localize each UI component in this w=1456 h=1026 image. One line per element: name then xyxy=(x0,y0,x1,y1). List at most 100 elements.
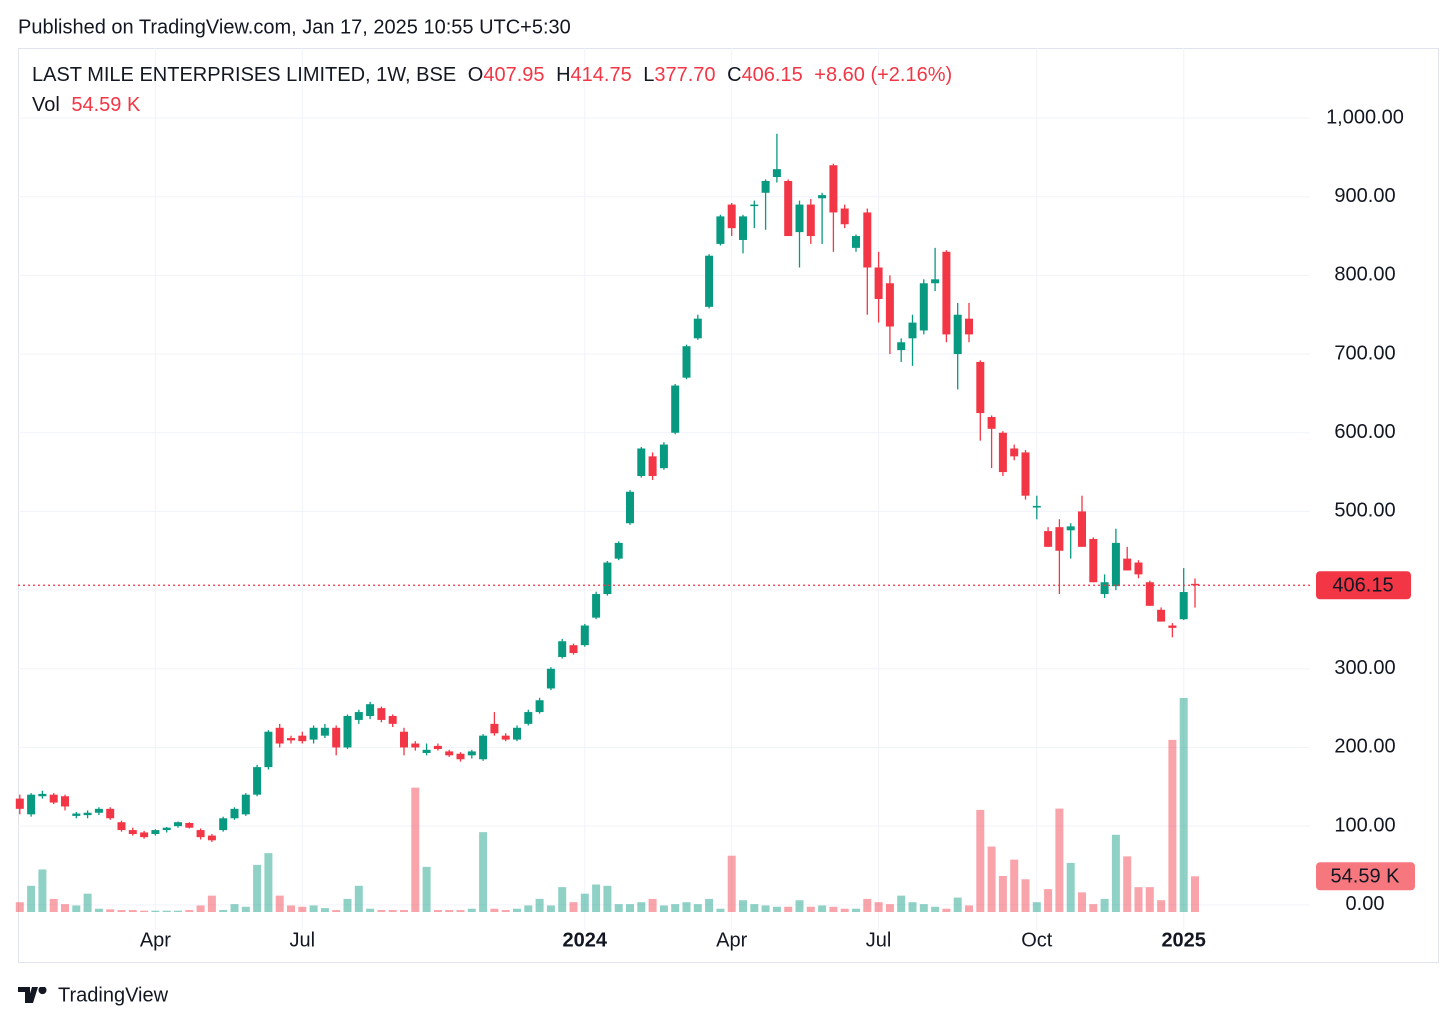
candle-body xyxy=(49,794,58,803)
candle-body xyxy=(196,830,205,838)
candle-body xyxy=(885,283,894,327)
candle-body xyxy=(106,808,115,819)
candle-body xyxy=(1089,538,1098,583)
volume-bar xyxy=(1179,697,1188,912)
volume-bar xyxy=(332,910,341,912)
volume-bar xyxy=(705,898,714,912)
candle-body xyxy=(795,204,804,233)
candle-body xyxy=(693,318,702,339)
volume-bar xyxy=(1010,859,1019,912)
volume-bar xyxy=(117,910,126,912)
candle-body xyxy=(727,204,736,229)
volume-bar xyxy=(874,902,883,912)
volume-bar xyxy=(162,910,171,912)
volume-bar xyxy=(27,885,36,912)
candle-body xyxy=(739,216,747,240)
volume-bar xyxy=(219,910,228,912)
volume-bar xyxy=(897,895,906,912)
brand-name: TradingView xyxy=(58,984,169,1006)
candle-body xyxy=(433,745,442,750)
volume-bar xyxy=(727,855,736,912)
candle-body xyxy=(490,723,499,734)
marks xyxy=(15,133,1310,912)
candle-body xyxy=(1157,609,1166,622)
candle-body xyxy=(716,216,725,244)
volume-bar xyxy=(603,885,612,912)
x-tick-label: Jul xyxy=(866,929,892,951)
legend-change: +8.60 (+2.16%) xyxy=(814,64,952,86)
volume-bar xyxy=(1044,889,1053,912)
candle-body xyxy=(354,712,363,720)
chart-frame xyxy=(18,48,1439,963)
candle-body xyxy=(61,796,69,807)
candle-body xyxy=(659,444,668,469)
y-tick-label: 700.00 xyxy=(1334,342,1395,364)
volume-bar xyxy=(569,902,578,912)
brand: TradingView xyxy=(18,984,169,1006)
candle-body xyxy=(942,251,951,335)
volume-bar xyxy=(388,910,397,912)
candle-body xyxy=(241,794,250,815)
volume-bar xyxy=(15,902,24,912)
candle-body xyxy=(174,822,182,827)
volume-bar xyxy=(1123,856,1132,912)
volume-bar xyxy=(931,906,940,912)
candle-body xyxy=(1066,526,1075,531)
volume-bar xyxy=(1032,902,1041,912)
legend: LAST MILE ENTERPRISES LIMITED, 1W, BSE O… xyxy=(32,64,952,86)
legend-close-label: C xyxy=(727,64,741,86)
volume-bar xyxy=(626,904,634,912)
volume-bar xyxy=(524,905,533,912)
y-tick-label: 600.00 xyxy=(1334,421,1395,443)
volume-bar xyxy=(196,905,205,912)
volume-bar xyxy=(411,787,420,912)
candle-body xyxy=(569,645,578,654)
volume-bar xyxy=(151,910,160,912)
volume-bar xyxy=(908,902,917,912)
volume-bar xyxy=(739,900,747,912)
volume-bar xyxy=(1021,879,1030,912)
candle-body xyxy=(1123,558,1132,571)
candle-body xyxy=(806,204,815,237)
volume-bar xyxy=(287,905,295,912)
volume-bar xyxy=(72,905,81,912)
candle-body xyxy=(998,432,1007,473)
volume-bar xyxy=(863,898,872,912)
candle-body xyxy=(626,491,634,524)
volume-bar xyxy=(106,909,115,912)
candle-body xyxy=(479,735,488,760)
candle-body xyxy=(253,767,262,795)
candle-body xyxy=(897,342,906,351)
volume-bar xyxy=(513,908,521,912)
candle-body xyxy=(648,456,657,477)
volume-bar xyxy=(1100,898,1109,912)
candle-body xyxy=(852,236,860,248)
candle-body xyxy=(1044,531,1053,547)
last-price-label: 406.15 xyxy=(1332,575,1393,597)
volume-bar xyxy=(298,906,307,912)
candle-body xyxy=(1010,448,1019,457)
candle-body xyxy=(320,727,329,736)
legend-low-label: L xyxy=(643,64,654,86)
volume-bar xyxy=(377,910,386,912)
candle-body xyxy=(411,743,420,748)
candle-body xyxy=(592,594,601,618)
candle-body xyxy=(162,827,171,831)
candle-body xyxy=(207,835,216,841)
volume-bar xyxy=(1078,892,1086,912)
volume-bar xyxy=(885,904,894,912)
volume-bar xyxy=(614,904,623,912)
candle-body xyxy=(1191,583,1199,586)
volume-bar xyxy=(366,908,375,912)
volume-bar xyxy=(253,864,262,912)
candle-body xyxy=(422,749,431,753)
candle-body xyxy=(117,822,126,831)
last-volume-label: 54.59 K xyxy=(1331,866,1401,888)
candle-body xyxy=(513,727,521,740)
volume-bar xyxy=(185,910,194,912)
volume-bar xyxy=(422,866,431,912)
volume-bar xyxy=(682,902,691,912)
volume-bar xyxy=(38,869,47,912)
volume-bar xyxy=(128,910,137,912)
